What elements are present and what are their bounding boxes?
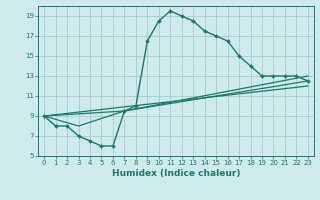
X-axis label: Humidex (Indice chaleur): Humidex (Indice chaleur) <box>112 169 240 178</box>
